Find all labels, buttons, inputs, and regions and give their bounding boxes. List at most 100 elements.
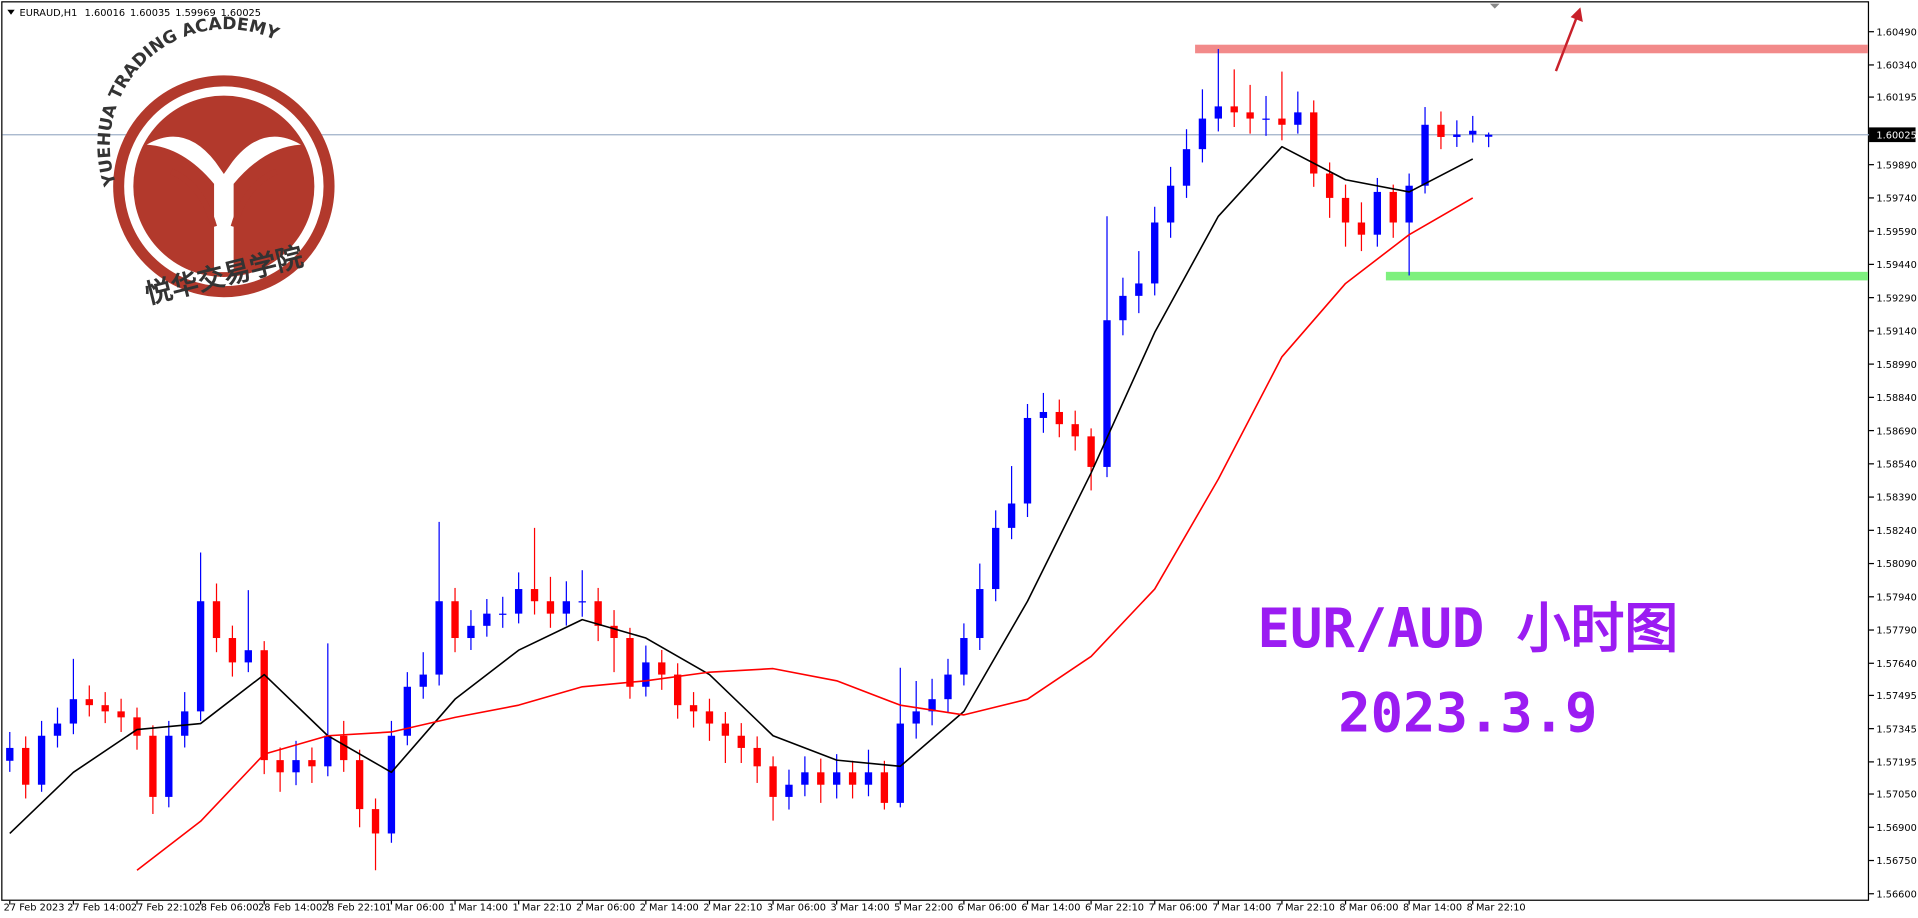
candle-body <box>546 601 555 614</box>
y-tick-label: 1.57640 <box>1876 659 1916 670</box>
candle-body <box>292 760 300 773</box>
candle-body <box>530 589 539 602</box>
shift-marker <box>1489 3 1500 9</box>
candle-body <box>801 772 809 785</box>
candle-body <box>387 735 396 834</box>
y-tick-label: 1.57495 <box>1876 691 1916 702</box>
candle-body <box>1007 503 1016 528</box>
candle-body <box>165 735 173 797</box>
candle-body <box>483 613 491 626</box>
candle-body <box>1230 106 1238 113</box>
candle-body <box>610 625 618 639</box>
candle-body <box>355 760 364 810</box>
candle-body <box>1453 134 1461 137</box>
x-tick-label: 8 Mar 06:00 <box>1339 903 1398 914</box>
candle-body <box>896 723 904 803</box>
last-price-badge <box>1869 127 1916 143</box>
candle-body <box>785 784 793 797</box>
candle-body <box>1484 134 1493 137</box>
candle-body <box>1087 436 1095 467</box>
candle-body <box>6 747 14 761</box>
candle-body <box>1151 222 1159 284</box>
y-tick-label: 1.58240 <box>1876 526 1916 537</box>
candle-body <box>276 760 284 773</box>
candle-body <box>371 809 380 834</box>
candle-body <box>848 772 857 785</box>
y-tick-label: 1.58390 <box>1876 493 1916 504</box>
candle-body <box>403 686 411 736</box>
candle-body <box>944 674 952 700</box>
level-zone <box>1385 271 1868 281</box>
candle-body <box>1405 185 1413 223</box>
candle-body <box>499 613 507 615</box>
candle-body <box>1262 118 1270 120</box>
x-tick-label: 1 Mar 22:10 <box>513 903 572 914</box>
candle-body <box>85 699 93 706</box>
candle-body <box>1055 411 1063 425</box>
candle-body <box>1357 222 1366 235</box>
x-tick-label: 27 Feb 22:10 <box>131 903 195 914</box>
candle-body <box>721 723 730 736</box>
candle-body <box>737 735 745 748</box>
candle-body <box>594 601 602 626</box>
candle-body <box>69 699 78 724</box>
y-tick-label: 1.57940 <box>1876 592 1916 603</box>
x-tick-label: 28 Feb 22:10 <box>322 903 386 914</box>
candle-body <box>37 735 46 785</box>
candle-body <box>1198 118 1207 150</box>
last-price-label: 1.60025 <box>1876 130 1916 141</box>
y-tick-label: 1.56750 <box>1876 856 1916 867</box>
candle-body <box>578 601 586 603</box>
candle-body <box>817 772 825 785</box>
candle-body <box>1071 424 1079 437</box>
candle-body <box>340 735 348 761</box>
x-tick-label: 1 Mar 14:00 <box>449 903 508 914</box>
candle-body <box>22 747 30 785</box>
y-tick-label: 1.56900 <box>1876 823 1916 834</box>
candle-body <box>1214 106 1222 119</box>
ohlc-open: 1.60016 <box>85 8 125 19</box>
candle-body <box>769 766 777 797</box>
y-tick-label: 1.59440 <box>1876 260 1916 271</box>
candle-body <box>562 601 571 614</box>
y-tick-label: 1.57790 <box>1876 626 1916 637</box>
moving-average <box>136 197 1474 871</box>
y-tick-label: 1.58690 <box>1876 426 1916 437</box>
candle-body <box>1325 173 1334 198</box>
candle-body <box>1294 112 1302 125</box>
menu-icon <box>7 9 15 15</box>
header: EURAUD,H1 1.60016 1.60035 1.59969 1.60025 <box>7 3 1500 19</box>
candle-body <box>1246 112 1254 119</box>
candle-body <box>976 589 984 639</box>
y-tick-label: 1.60195 <box>1876 93 1916 104</box>
ohlc-high: 1.60035 <box>130 8 170 19</box>
candle-body <box>833 772 841 785</box>
x-tick-label: 28 Feb 06:00 <box>194 903 258 914</box>
candle-body <box>1437 124 1445 137</box>
candle-body <box>149 735 157 797</box>
x-tick-label: 27 Feb 2023 <box>4 903 65 914</box>
candle-body <box>642 662 650 687</box>
candle-body <box>1310 112 1318 174</box>
candle-body <box>626 638 634 687</box>
x-tick-label: 2 Mar 14:00 <box>640 903 699 914</box>
moving-average <box>9 145 1474 835</box>
candle-body <box>673 674 682 706</box>
candle-body <box>435 601 443 675</box>
candle-body <box>658 662 666 675</box>
x-tick-label: 1 Mar 06:00 <box>385 903 444 914</box>
candle-body <box>1182 149 1191 186</box>
candle-body <box>928 699 936 712</box>
candle-body <box>212 601 221 639</box>
x-tick-label: 8 Mar 14:00 <box>1403 903 1462 914</box>
y-tick-label: 1.58840 <box>1876 393 1916 404</box>
y-tick-label: 1.56600 <box>1876 889 1916 900</box>
candle-body <box>1421 124 1429 186</box>
candle-body <box>1135 283 1143 296</box>
candle-body <box>1023 417 1032 504</box>
candle-body <box>753 747 761 767</box>
y-tick-label: 1.57195 <box>1876 758 1916 769</box>
x-tick-label: 6 Mar 14:00 <box>1021 903 1080 914</box>
candle-body <box>960 638 968 675</box>
